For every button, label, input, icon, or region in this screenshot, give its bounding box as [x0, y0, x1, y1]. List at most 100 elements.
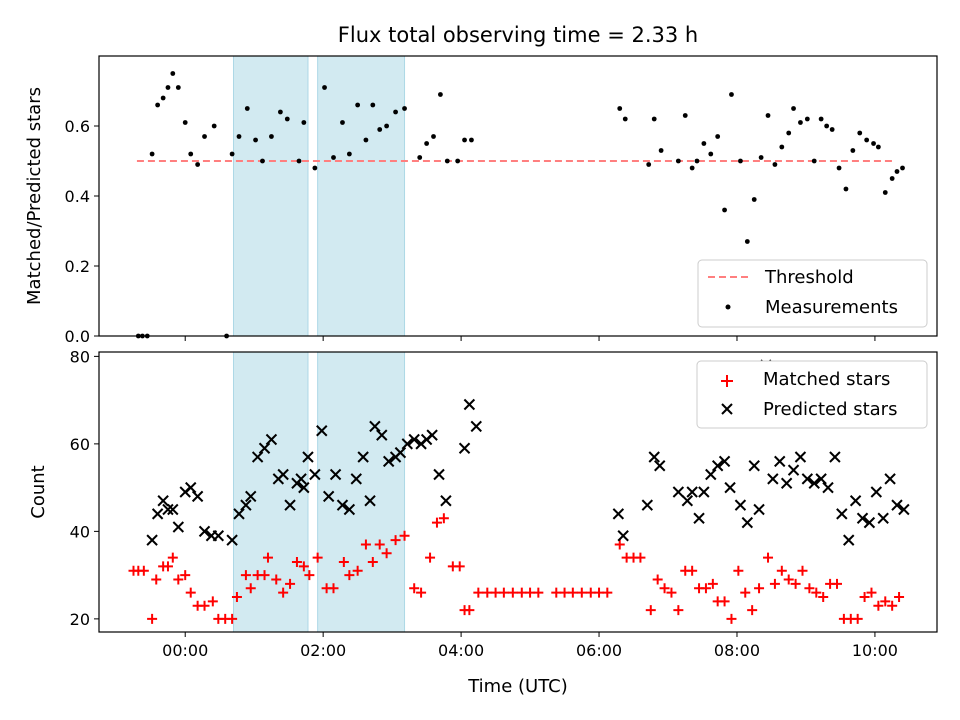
- predicted-star-marker: [277, 468, 289, 481]
- measurement-point: [301, 120, 307, 125]
- matched-star-marker: [797, 565, 808, 576]
- measurement-point: [689, 165, 695, 171]
- measurement-point: [260, 158, 265, 164]
- predicted-star-marker: [151, 508, 164, 520]
- measurement-point: [765, 113, 771, 118]
- predicted-star-marker: [382, 455, 395, 468]
- matched-star-marker: [831, 578, 842, 589]
- predicted-star-marker: [426, 429, 438, 441]
- matched-star-marker: [259, 570, 270, 581]
- matched-star-marker: [360, 539, 371, 550]
- matched-star-marker: [687, 565, 698, 576]
- predicted-star-marker: [284, 499, 296, 511]
- matched-star-marker: [769, 578, 780, 589]
- predicted-star-marker: [245, 490, 257, 503]
- predicted-star-marker: [681, 495, 694, 507]
- matched-star-marker: [344, 570, 355, 581]
- matched-star-marker: [291, 557, 302, 567]
- predicted-star-marker: [162, 503, 174, 516]
- matched-star-marker: [374, 539, 385, 550]
- matched-star-marker: [454, 561, 465, 572]
- measurement-point: [424, 141, 430, 146]
- measurement-point: [165, 85, 171, 90]
- measurement-point: [155, 102, 161, 108]
- matched-star-marker: [852, 613, 863, 624]
- y-tick-label: 0.0: [65, 327, 90, 346]
- x-tick-label: 10:00: [852, 641, 898, 660]
- measurement-point: [322, 85, 327, 90]
- measurement-point: [829, 127, 835, 132]
- predicted-star-marker: [295, 473, 307, 485]
- matched-star-marker: [207, 596, 218, 607]
- matched-star-marker: [245, 583, 256, 594]
- matched-star-marker: [811, 587, 822, 598]
- y-tick-label: 60: [70, 435, 90, 454]
- ratio-legend: Threshold Measurements: [697, 259, 928, 328]
- predicted-star-marker: [364, 495, 376, 507]
- measurement-point: [160, 95, 166, 101]
- legend-threshold-label: Threshold: [764, 267, 854, 288]
- measurement-point: [244, 106, 250, 111]
- observing-span-1: [232, 351, 309, 633]
- predicted-star-marker: [617, 530, 629, 542]
- counts-y-ticks: 20 40 60 80: [70, 347, 99, 629]
- measurement-point: [340, 120, 345, 125]
- predicted-star-marker: [322, 490, 335, 503]
- predicted-star-marker: [394, 446, 407, 459]
- measurement-point: [431, 134, 436, 139]
- matched-star-marker: [866, 587, 877, 598]
- measurement-point: [355, 102, 361, 108]
- matched-star-marker: [416, 587, 427, 598]
- y-tick-label: 0.4: [65, 187, 90, 206]
- matched-star-marker: [818, 592, 829, 602]
- predicted-star-marker: [258, 442, 271, 454]
- measurement-point: [818, 116, 824, 122]
- matched-star-marker: [498, 587, 509, 598]
- y-tick-label: 0.6: [65, 117, 90, 136]
- matched-star-marker: [740, 587, 751, 598]
- measurement-point: [811, 158, 817, 164]
- legend-predicted-label: Predicted stars: [763, 399, 897, 420]
- y-tick-label: 0.2: [65, 257, 90, 276]
- predicted-star-marker: [376, 429, 388, 441]
- predicted-star-marker: [741, 516, 754, 529]
- predicted-star-marker: [808, 477, 820, 489]
- measurement-point: [791, 106, 796, 111]
- matched-star-marker: [473, 587, 484, 598]
- matched-star-marker: [733, 565, 744, 576]
- measurement-point: [393, 109, 398, 115]
- matched-star-marker: [167, 552, 178, 563]
- predicted-star-marker: [302, 451, 314, 463]
- predicted-star-marker: [718, 455, 731, 468]
- matched-star-marker: [507, 587, 518, 598]
- measurement-point: [894, 169, 900, 174]
- ratio-panel: 0.0 0.2 0.4 0.6 Matched/Predicted stars Thr…: [24, 55, 938, 346]
- matched-star-marker: [783, 574, 794, 585]
- ratio-legend-box: [697, 259, 928, 328]
- observing-span-2: [317, 55, 406, 337]
- measurement-point: [751, 197, 757, 202]
- predicted-star-marker: [212, 530, 225, 542]
- matched-star-marker: [304, 570, 315, 581]
- matched-star-marker: [894, 592, 905, 602]
- predicted-star-marker: [336, 499, 349, 511]
- matched-star-marker: [409, 583, 420, 594]
- predicted-star-marker: [774, 455, 786, 468]
- measurement-point: [370, 102, 376, 108]
- measurement-points: [135, 71, 905, 339]
- measurement-point: [843, 186, 849, 192]
- predicted-star-marker: [433, 468, 445, 481]
- matched-star-marker: [567, 587, 578, 598]
- matched-star-marker: [602, 587, 613, 598]
- matched-star-marker: [790, 578, 801, 589]
- matched-star-marker: [173, 574, 184, 585]
- predicted-star-marker: [843, 534, 855, 546]
- counts-axes-frame: [98, 351, 938, 633]
- measurement-point: [253, 137, 258, 143]
- counts-legend: Matched stars Predicted stars: [696, 360, 928, 429]
- measurement-point: [377, 127, 383, 132]
- counts-y-axis-label: Count: [28, 465, 49, 518]
- y-tick-label: 40: [70, 522, 90, 541]
- legend-measurements-swatch: [725, 304, 731, 310]
